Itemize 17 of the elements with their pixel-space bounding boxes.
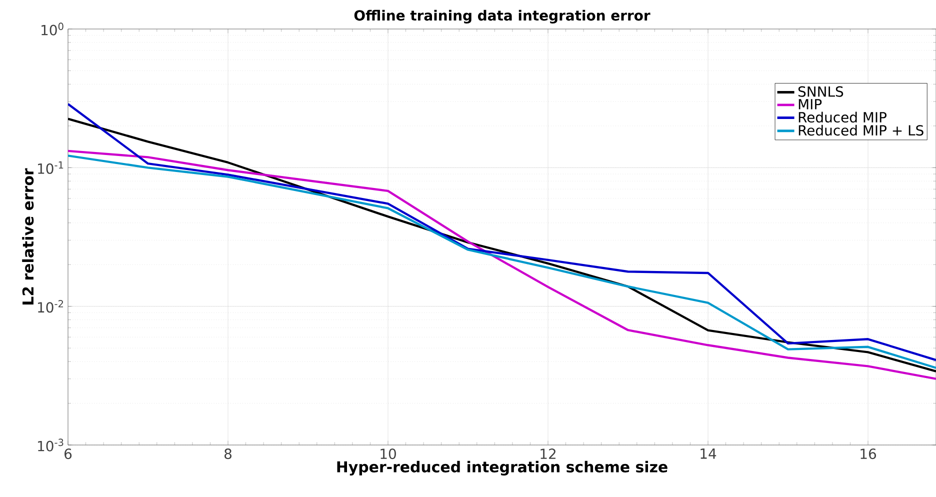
legend-label: MIP [798, 99, 822, 110]
legend-label: Reduced MIP + LS [798, 124, 924, 136]
x-tick-label: 6 [64, 448, 72, 460]
x-tick-label: 16 [860, 448, 876, 460]
x-tick-label: 10 [380, 448, 396, 460]
y-tick-label: 10$^{-1}$ [38, 161, 64, 174]
chart-title: Offline training data integration error [354, 10, 650, 24]
legend-label: SNNLS [798, 86, 844, 97]
x-tick-label: 8 [224, 448, 232, 460]
x-axis-title: Hyper-reduced integration scheme size [337, 460, 668, 476]
legend-label: Reduced MIP [798, 112, 886, 123]
x-tick-label: 14 [700, 448, 716, 459]
y-tick-label: 10$^{0}$ [42, 22, 64, 36]
x-tick-label: 12 [540, 448, 556, 459]
y-tick-label: 10$^{-2}$ [38, 300, 64, 313]
y-axis-title: L2 relative error [22, 168, 34, 304]
y-tick-label: 10$^{-3}$ [38, 438, 64, 452]
